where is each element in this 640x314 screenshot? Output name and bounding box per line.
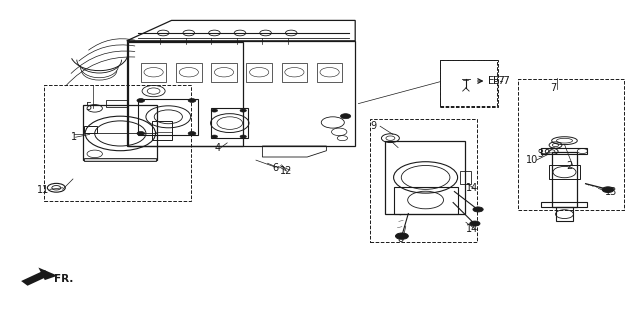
Bar [138, 99, 198, 135]
Text: 1: 1 [70, 132, 77, 142]
Bar [541, 148, 587, 154]
Text: 3: 3 [538, 149, 544, 159]
Text: 9: 9 [370, 121, 376, 131]
Bar [106, 100, 128, 107]
Bar [556, 207, 573, 221]
Bar [141, 63, 166, 82]
Bar [460, 171, 471, 184]
Circle shape [137, 99, 145, 102]
Text: 14: 14 [466, 224, 479, 234]
Circle shape [240, 135, 246, 138]
Bar [549, 165, 580, 179]
Circle shape [211, 135, 218, 138]
Bar [317, 63, 342, 82]
Bar [370, 119, 477, 242]
Circle shape [473, 207, 483, 212]
Circle shape [188, 99, 196, 102]
Text: 8: 8 [397, 234, 404, 244]
Bar [385, 141, 465, 214]
Text: 7: 7 [550, 83, 557, 93]
Bar [541, 202, 587, 207]
Polygon shape [21, 270, 51, 286]
Text: 14: 14 [466, 183, 479, 193]
Bar [440, 60, 498, 107]
Circle shape [137, 132, 145, 135]
Text: 11: 11 [37, 185, 50, 195]
Bar [84, 158, 156, 161]
Bar [152, 121, 172, 140]
Text: 13: 13 [605, 187, 618, 197]
Text: 4: 4 [214, 143, 221, 153]
Text: 6: 6 [272, 163, 278, 173]
Text: E-7: E-7 [488, 76, 504, 86]
Circle shape [240, 109, 246, 112]
Text: FR.: FR. [54, 274, 74, 284]
Circle shape [396, 233, 408, 239]
Bar [440, 60, 497, 106]
Text: 10: 10 [526, 155, 539, 165]
Polygon shape [38, 268, 58, 280]
Bar [176, 63, 202, 82]
Bar [83, 105, 157, 160]
Bar [394, 187, 458, 214]
Text: 5: 5 [85, 102, 92, 112]
Text: 12: 12 [280, 166, 292, 176]
Bar [211, 108, 248, 138]
Bar [282, 63, 307, 82]
Bar [211, 63, 237, 82]
Bar [84, 126, 97, 133]
Circle shape [188, 132, 196, 135]
Text: 2: 2 [566, 161, 573, 171]
Circle shape [470, 221, 480, 226]
Bar [246, 63, 272, 82]
Circle shape [340, 114, 351, 119]
Bar [552, 152, 577, 207]
Circle shape [602, 187, 614, 192]
Text: E-7: E-7 [493, 76, 509, 86]
Circle shape [211, 109, 218, 112]
Bar [518, 78, 624, 210]
Bar [44, 85, 191, 201]
